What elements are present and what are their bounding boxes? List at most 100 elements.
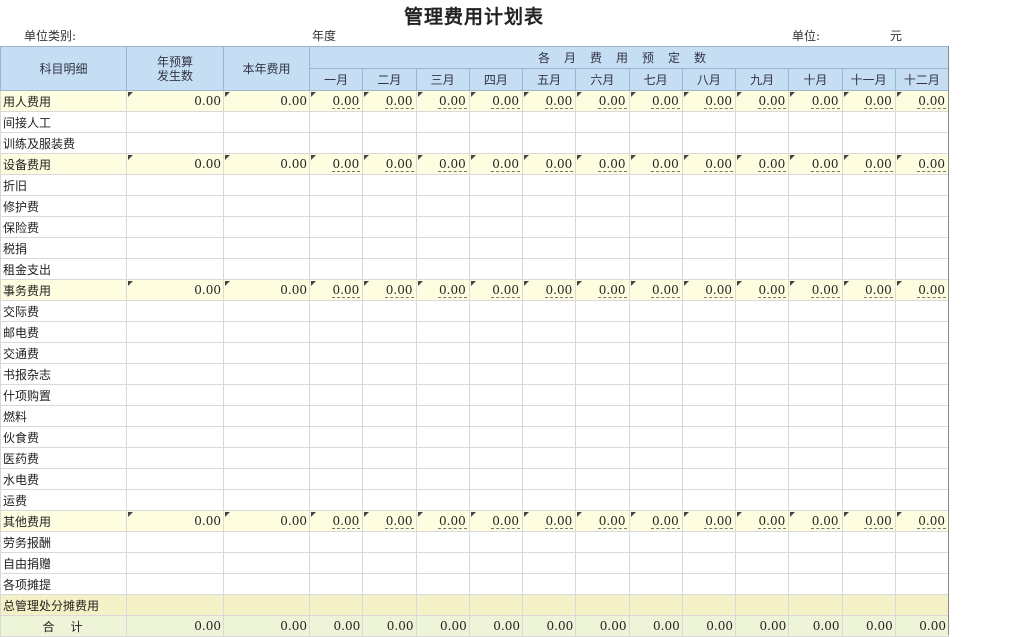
- sub-item-label[interactable]: 劳务报酬: [0, 531, 127, 553]
- month-cell[interactable]: 0.00: [894, 615, 950, 637]
- this-year-cell[interactable]: 0.00: [223, 90, 310, 112]
- month-cell[interactable]: [308, 594, 364, 616]
- month-cell[interactable]: 0.00: [468, 153, 524, 175]
- month-cell[interactable]: 0.00: [575, 510, 630, 532]
- prev-year-cell[interactable]: 0.00: [126, 279, 224, 301]
- month-cell[interactable]: [734, 363, 790, 385]
- this-year-cell[interactable]: [223, 594, 310, 616]
- month-cell[interactable]: [308, 321, 364, 343]
- this-year-cell[interactable]: [223, 258, 310, 280]
- sub-item-label[interactable]: 邮电费: [0, 321, 127, 343]
- month-cell[interactable]: [788, 111, 843, 133]
- month-cell[interactable]: [415, 594, 470, 616]
- month-cell[interactable]: [788, 363, 843, 385]
- month-cell[interactable]: [521, 342, 577, 364]
- month-cell[interactable]: 0.00: [894, 279, 950, 301]
- month-cell[interactable]: [575, 258, 630, 280]
- month-cell[interactable]: [681, 216, 737, 238]
- month-cell[interactable]: [734, 573, 790, 595]
- sub-item-label[interactable]: 燃料: [0, 405, 127, 427]
- month-cell[interactable]: [841, 174, 896, 196]
- month-cell[interactable]: [415, 132, 470, 154]
- sub-item-label[interactable]: 伙食费: [0, 426, 127, 448]
- month-cell[interactable]: [734, 405, 790, 427]
- month-cell[interactable]: [628, 132, 683, 154]
- month-cell[interactable]: [362, 531, 417, 553]
- sub-item-label[interactable]: 交际费: [0, 300, 127, 322]
- month-cell[interactable]: [415, 405, 470, 427]
- month-cell[interactable]: [521, 132, 577, 154]
- month-cell[interactable]: [308, 489, 364, 511]
- month-cell[interactable]: 0.00: [788, 279, 843, 301]
- month-cell[interactable]: [575, 174, 630, 196]
- month-cell[interactable]: [575, 384, 630, 406]
- month-cell[interactable]: [521, 258, 577, 280]
- month-cell[interactable]: 0.00: [681, 90, 737, 112]
- month-cell[interactable]: 0.00: [575, 153, 630, 175]
- category-label[interactable]: 事务费用: [0, 279, 127, 301]
- month-cell[interactable]: [681, 363, 737, 385]
- month-cell[interactable]: [362, 363, 417, 385]
- month-cell[interactable]: 0.00: [415, 153, 470, 175]
- month-cell[interactable]: 0.00: [681, 153, 737, 175]
- month-cell[interactable]: [681, 552, 737, 574]
- month-cell[interactable]: 0.00: [894, 510, 950, 532]
- month-cell[interactable]: [628, 552, 683, 574]
- month-cell[interactable]: [788, 531, 843, 553]
- month-cell[interactable]: [468, 447, 524, 469]
- month-cell[interactable]: [521, 573, 577, 595]
- month-cell[interactable]: [308, 552, 364, 574]
- month-cell[interactable]: [734, 321, 790, 343]
- prev-year-cell[interactable]: [126, 258, 224, 280]
- this-year-cell[interactable]: [223, 321, 310, 343]
- month-cell[interactable]: [575, 216, 630, 238]
- month-cell[interactable]: [628, 363, 683, 385]
- month-cell[interactable]: 0.00: [628, 90, 683, 112]
- month-cell[interactable]: [788, 342, 843, 364]
- month-cell[interactable]: [894, 111, 950, 133]
- month-cell[interactable]: [468, 405, 524, 427]
- month-cell[interactable]: [575, 300, 630, 322]
- month-cell[interactable]: [468, 363, 524, 385]
- category-label[interactable]: 总管理处分摊费用: [0, 594, 127, 616]
- month-cell[interactable]: [734, 237, 790, 259]
- month-cell[interactable]: 0.00: [415, 615, 470, 637]
- this-year-cell[interactable]: [223, 531, 310, 553]
- this-year-cell[interactable]: 0.00: [223, 615, 310, 637]
- month-cell[interactable]: [734, 174, 790, 196]
- this-year-cell[interactable]: [223, 300, 310, 322]
- month-cell[interactable]: [575, 111, 630, 133]
- month-cell[interactable]: [415, 258, 470, 280]
- month-cell[interactable]: [681, 111, 737, 133]
- month-cell[interactable]: [415, 111, 470, 133]
- month-cell[interactable]: [575, 426, 630, 448]
- month-cell[interactable]: [841, 342, 896, 364]
- month-cell[interactable]: [575, 489, 630, 511]
- month-cell[interactable]: [575, 594, 630, 616]
- this-year-cell[interactable]: 0.00: [223, 279, 310, 301]
- month-cell[interactable]: [681, 573, 737, 595]
- month-cell[interactable]: [521, 216, 577, 238]
- month-cell[interactable]: [521, 594, 577, 616]
- month-cell[interactable]: [628, 384, 683, 406]
- month-cell[interactable]: [308, 447, 364, 469]
- month-cell[interactable]: [468, 258, 524, 280]
- month-cell[interactable]: [628, 573, 683, 595]
- month-cell[interactable]: [468, 426, 524, 448]
- month-cell[interactable]: [308, 300, 364, 322]
- month-cell[interactable]: 0.00: [521, 153, 577, 175]
- month-cell[interactable]: 0.00: [468, 510, 524, 532]
- month-cell[interactable]: [362, 300, 417, 322]
- month-cell[interactable]: [788, 384, 843, 406]
- month-cell[interactable]: [734, 195, 790, 217]
- month-cell[interactable]: 0.00: [841, 615, 896, 637]
- month-cell[interactable]: [788, 216, 843, 238]
- this-year-cell[interactable]: [223, 195, 310, 217]
- month-cell[interactable]: [362, 573, 417, 595]
- month-cell[interactable]: [362, 384, 417, 406]
- month-cell[interactable]: [362, 258, 417, 280]
- month-cell[interactable]: [521, 195, 577, 217]
- this-year-cell[interactable]: [223, 468, 310, 490]
- month-cell[interactable]: 0.00: [841, 90, 896, 112]
- month-cell[interactable]: 0.00: [894, 90, 950, 112]
